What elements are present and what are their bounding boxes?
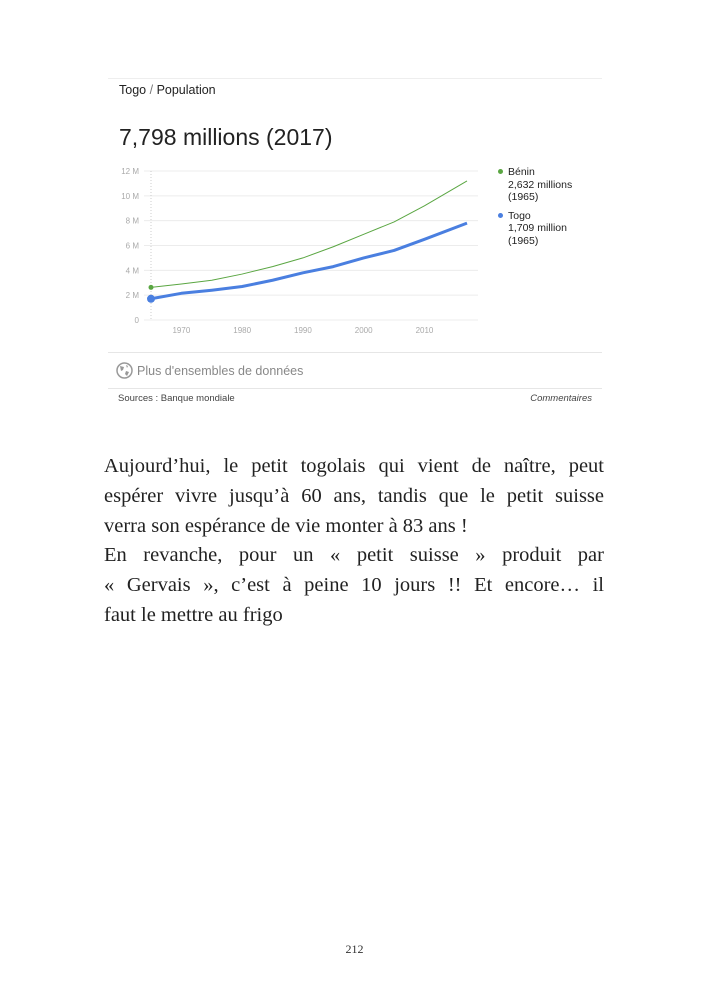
breadcrumb-separator: / <box>149 83 154 97</box>
sources-text: Sources : Banque mondiale <box>118 393 235 404</box>
divider <box>108 78 602 79</box>
text-line: En revanche, pour un « petit suisse » pr… <box>104 544 604 567</box>
text-line: faut le mettre au frigo <box>104 603 283 626</box>
x-tick-label: 1980 <box>233 326 251 335</box>
breadcrumb-country[interactable]: Togo <box>119 83 147 97</box>
legend-value: 1,709 million <box>508 222 567 234</box>
legend-year: (1965) <box>508 191 539 203</box>
y-tick-label: 10 M <box>121 192 139 201</box>
divider <box>108 352 602 353</box>
x-tick-label: 1990 <box>294 326 312 335</box>
legend-name: Bénin <box>508 166 535 178</box>
body-paragraph: Aujourd’hui, le petit togolais qui vient… <box>104 452 604 631</box>
text-line: « Gervais », c’est à peine 10 jours !! E… <box>104 574 604 597</box>
y-tick-label: 12 M <box>121 167 139 176</box>
feedback-link[interactable]: Commentaires <box>530 393 592 404</box>
legend-item-benin[interactable]: Bénin 2,632 millions (1965) <box>498 166 572 204</box>
text-line: Aujourd’hui, le petit togolais qui vient… <box>104 455 604 477</box>
series-line-bénin <box>150 180 468 288</box>
legend-value: 2,632 millions <box>508 178 573 191</box>
headline-value: 7,798 millions (2017) <box>119 124 333 150</box>
globe-icon <box>116 362 133 379</box>
x-tick-label: 1970 <box>172 326 190 335</box>
x-tick-label: 2010 <box>416 326 434 335</box>
chart-legend: Bénin 2,632 millions (1965) Togo 1,709 m… <box>498 166 572 253</box>
population-chart: 0 2 M 4 M 6 M 8 M 10 M 12 M 1970 1980 1990 2000 201… <box>121 167 478 335</box>
y-tick-label: 2 M <box>126 291 140 300</box>
y-tick-label: 0 <box>135 316 140 325</box>
legend-item-togo[interactable]: Togo 1,709 million (1965) <box>498 210 572 248</box>
x-tick-label: 2000 <box>355 326 373 335</box>
legend-name: Togo <box>508 209 531 222</box>
legend-dot-icon <box>498 212 503 218</box>
legend-year: (1965) <box>508 234 539 247</box>
series-line-togo <box>150 221 468 301</box>
divider <box>108 388 602 389</box>
more-datasets-link[interactable]: Plus d'ensembles de données <box>116 362 303 379</box>
y-tick-label: 4 M <box>126 266 140 275</box>
series-start-point <box>148 284 154 290</box>
more-datasets-label: Plus d'ensembles de données <box>137 363 304 378</box>
y-tick-label: 6 M <box>126 242 140 251</box>
page-number: 212 <box>345 942 364 956</box>
y-tick-label: 8 M <box>126 217 140 226</box>
population-card: Togo / Population 7,798 millions (2017) … <box>108 78 602 408</box>
breadcrumb-topic: Population <box>156 83 216 97</box>
text-line: verra son espérance de vie monter à 83 a… <box>104 514 468 537</box>
legend-dot-icon <box>498 169 503 174</box>
series-start-point <box>147 294 155 303</box>
breadcrumb: Togo / Population <box>119 83 216 97</box>
text-line: espérer vivre jusqu’à 60 ans, tandis que… <box>104 484 604 507</box>
